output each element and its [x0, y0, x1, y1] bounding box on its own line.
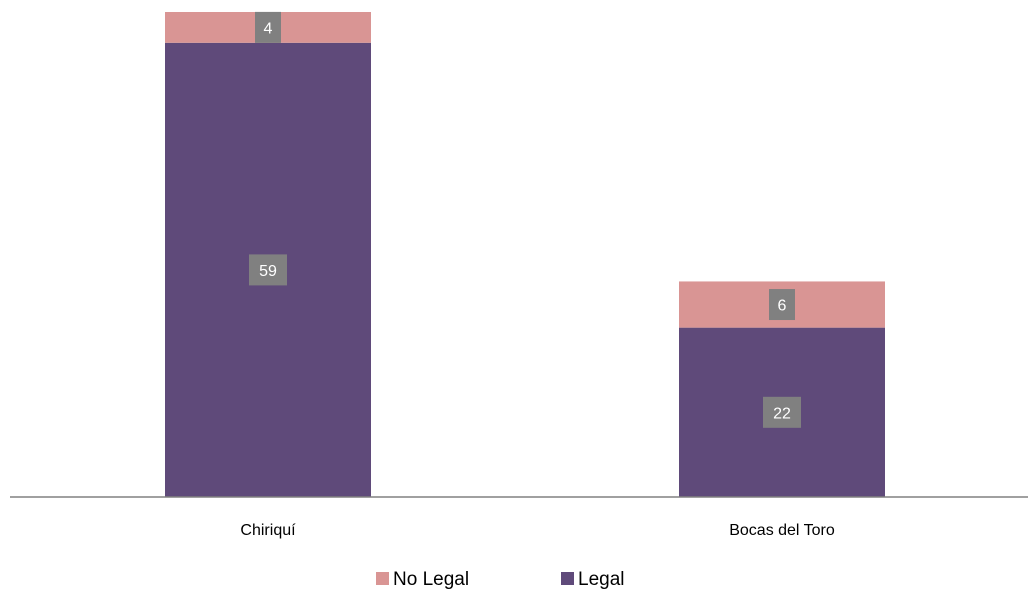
data-label-bg: [769, 289, 795, 321]
legend: No Legal Legal: [376, 569, 625, 590]
legend-item-legal: Legal: [561, 569, 625, 590]
legend-label: Legal: [578, 569, 625, 590]
data-label-chiriqui-no-legal: 4: [255, 11, 281, 43]
data-label-value: 4: [264, 20, 273, 37]
data-label-bocas-del-toro-legal: 22: [763, 396, 801, 428]
data-label-bocas-del-toro-no-legal: 6: [769, 289, 795, 321]
x-tick-labels: Chiriquí Bocas del Toro: [240, 522, 834, 539]
data-label-value: 22: [773, 405, 791, 422]
data-label-value: 59: [259, 263, 277, 280]
data-label-value: 6: [778, 298, 787, 315]
legend-item-no-legal: No Legal: [376, 569, 469, 590]
legend-label: No Legal: [393, 569, 469, 590]
x-tick-label-chiriqui: Chiriquí: [240, 522, 296, 539]
data-labels-group: 59 4 22 6: [249, 11, 801, 428]
legend-swatch: [561, 572, 574, 585]
data-label-chiriqui-legal: 59: [249, 254, 287, 286]
x-tick-label-bocas-del-toro: Bocas del Toro: [729, 522, 835, 539]
data-label-bg: [763, 396, 801, 428]
data-label-bg: [249, 254, 287, 286]
legend-swatch: [376, 572, 389, 585]
data-label-bg: [255, 11, 281, 43]
